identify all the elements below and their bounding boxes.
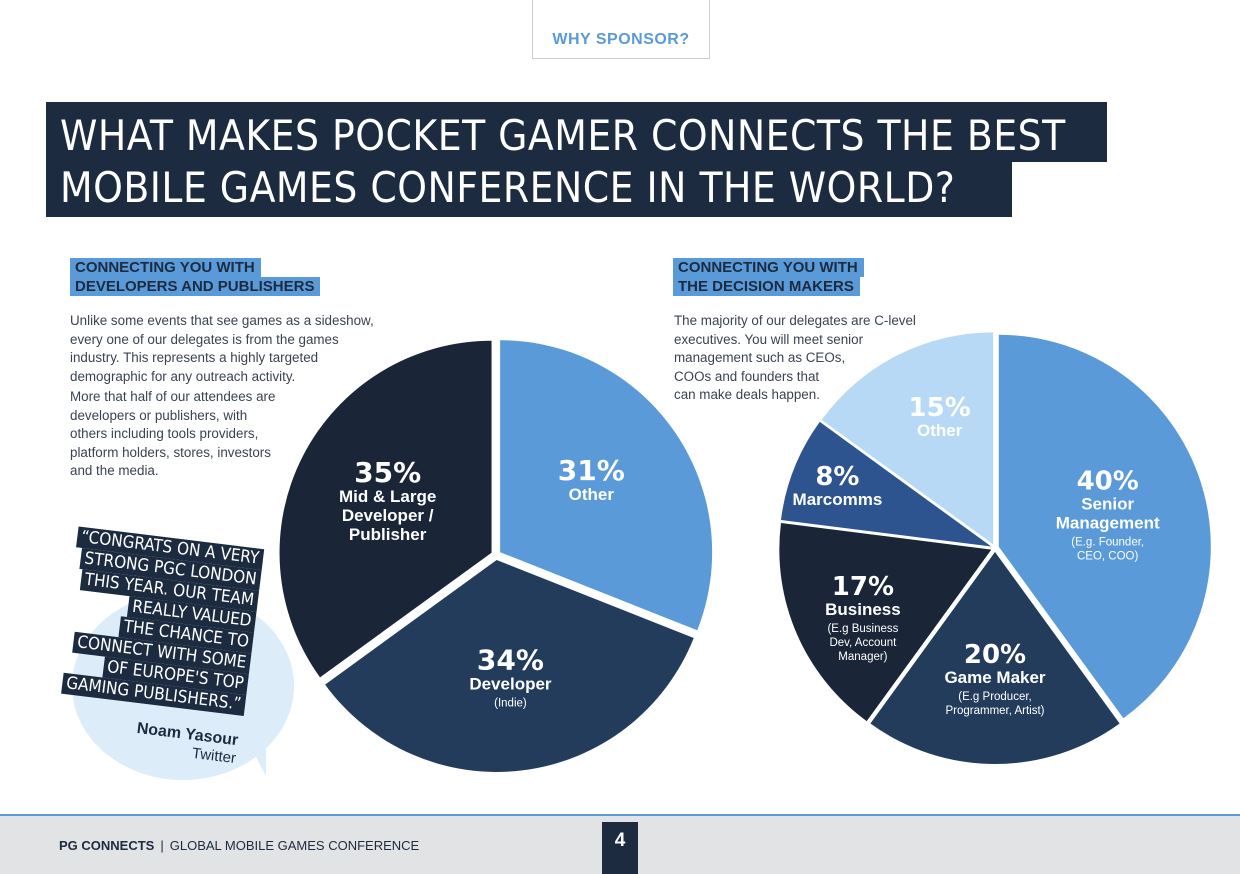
slice-percent-label: 40% bbox=[1077, 466, 1139, 496]
right-heading-line-1: CONNECTING YOU WITH bbox=[673, 258, 864, 277]
quote-bubble-tail bbox=[248, 742, 266, 776]
text-line: can make deals happen. bbox=[674, 387, 820, 402]
text-line: developers or publishers, with bbox=[70, 407, 248, 423]
left-heading-line-1: CONNECTING YOU WITH bbox=[70, 258, 261, 277]
pie-slice bbox=[780, 421, 992, 547]
slice-category-label: Developer bbox=[469, 674, 552, 693]
text-line: platform holders, stores, investors bbox=[70, 444, 271, 460]
pie-slice bbox=[998, 334, 1211, 719]
right-intro-paragraph: The majority of our delegates are C-leve… bbox=[674, 312, 916, 405]
text-line: management such as CEOs, bbox=[674, 350, 846, 365]
slice-sub-label: (E.g Business Dev, Account Manager) bbox=[827, 623, 898, 663]
text-line: executives. You will meet senior bbox=[674, 331, 864, 347]
slice-percent-label: 31% bbox=[558, 454, 625, 487]
footer-brand: PG CONNECTS | GLOBAL MOBILE GAMES CONFEREN… bbox=[59, 838, 419, 853]
pie-slice bbox=[325, 559, 694, 772]
pie-slice bbox=[821, 332, 994, 545]
slice-percent-label: 20% bbox=[964, 640, 1026, 670]
left-detail-paragraph: More that half of our attendees are deve… bbox=[70, 388, 275, 481]
footer-brand-name: PG CONNECTS bbox=[59, 838, 155, 853]
footer-tagline: GLOBAL MOBILE GAMES CONFERENCE bbox=[169, 838, 420, 853]
left-intro-paragraph: Unlike some events that see games as a s… bbox=[70, 312, 374, 386]
page-title: WHAT MAKES POCKET GAMER CONNECTS THE BES… bbox=[46, 102, 1107, 217]
slice-category-label: Marcomms bbox=[793, 490, 883, 509]
text-line: COOs and founders that bbox=[674, 368, 820, 384]
slice-sub-label: (E.g Producer, Programmer, Artist) bbox=[945, 691, 1044, 717]
slice-category-label: Mid & Large Developer / Publisher bbox=[339, 487, 436, 544]
slice-percent-label: 17% bbox=[832, 572, 894, 602]
slice-percent-label: 8% bbox=[815, 462, 859, 492]
testimonial-quote: “CONGRATS ON A VERY STRONG PGC LONDON TH… bbox=[6, 520, 265, 716]
footer-separator: | bbox=[160, 838, 164, 853]
pie-slice bbox=[779, 523, 992, 722]
slice-sub-label: (Indie) bbox=[494, 697, 527, 709]
right-section-heading: CONNECTING YOU WITH THE DECISION MAKERS bbox=[673, 258, 943, 296]
slice-sub-label: (E.g. Founder, CEO, COO) bbox=[1071, 536, 1144, 562]
text-line: industry. This represents a highly targe… bbox=[70, 350, 319, 365]
section-tab: WHY SPONSOR? bbox=[532, 0, 710, 59]
slice-category-label: Other bbox=[569, 485, 615, 504]
text-line: demographic for any outreach activity. bbox=[70, 368, 296, 384]
pie-chart-delegate-roles: 40%Senior Management (E.g. Founder, CEO, CO… bbox=[779, 332, 1211, 764]
pie-slice bbox=[870, 552, 1120, 764]
text-line: others including tools providers, bbox=[70, 426, 259, 441]
text-line: More that half of our attendees are bbox=[70, 389, 276, 404]
text-line: every one of our delegates is from the g… bbox=[70, 331, 339, 347]
pie-slice bbox=[500, 340, 713, 631]
left-section-heading: CONNECTING YOU WITH DEVELOPERS AND PUBLI… bbox=[70, 258, 340, 296]
slice-percent-label: 35% bbox=[354, 456, 421, 489]
text-line: The majority of our delegates are C-leve… bbox=[674, 313, 916, 328]
slice-percent-label: 34% bbox=[477, 643, 544, 676]
title-line-2: MOBILE GAMES CONFERENCE IN THE WORLD? bbox=[46, 162, 1012, 217]
slice-percent-label: 15% bbox=[909, 393, 971, 423]
left-heading-line-2: DEVELOPERS AND PUBLISHERS bbox=[70, 277, 321, 296]
pie-chart-delegate-types: 31%Other 34%Developer (Indie) 35%Mid & Larg… bbox=[279, 340, 713, 772]
title-line-1: WHAT MAKES POCKET GAMER CONNECTS THE BES… bbox=[46, 102, 1107, 162]
right-heading-line-2: THE DECISION MAKERS bbox=[673, 277, 860, 296]
text-line: and the media. bbox=[70, 463, 159, 478]
slice-category-label: Senior Management bbox=[1056, 494, 1160, 532]
slice-category-label: Game Maker bbox=[944, 668, 1045, 687]
page-number: 4 bbox=[602, 822, 638, 874]
text-line: Unlike some events that see games as a s… bbox=[70, 313, 374, 328]
slice-category-label: Business bbox=[825, 600, 901, 619]
pie-slice bbox=[279, 340, 492, 678]
slice-category-label: Other bbox=[917, 421, 963, 440]
